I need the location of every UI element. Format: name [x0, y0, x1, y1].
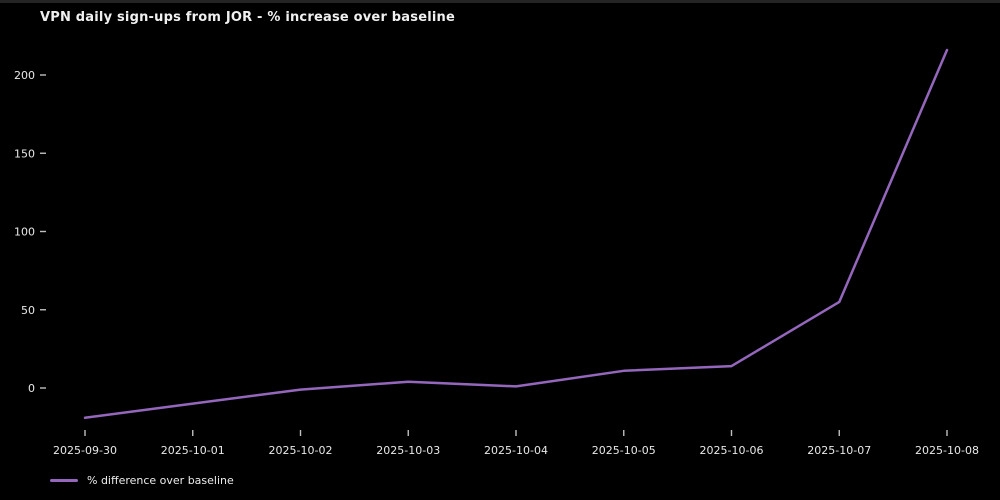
x-tick-label: 2025-10-07: [807, 444, 871, 457]
legend: % difference over baseline: [50, 474, 234, 487]
x-tick-label: 2025-10-06: [700, 444, 764, 457]
y-tick-label: 150: [14, 147, 35, 160]
x-tick-label: 2025-10-02: [269, 444, 333, 457]
x-tick-label: 2025-10-08: [915, 444, 979, 457]
y-tick-label: 200: [14, 69, 35, 82]
series-line: [83, 48, 949, 419]
x-tick-label: 2025-10-04: [484, 444, 548, 457]
y-tick-label: 0: [28, 382, 35, 395]
y-tick-label: 100: [14, 226, 35, 239]
legend-line-swatch: [50, 479, 78, 482]
legend-label: % difference over baseline: [87, 474, 234, 487]
x-tick-label: 2025-10-01: [161, 444, 225, 457]
x-tick-label: 2025-10-03: [376, 444, 440, 457]
chart-title: VPN daily sign-ups from JOR - % increase…: [40, 10, 455, 25]
x-tick-label: 2025-09-30: [53, 444, 117, 457]
window-top-edge: [0, 0, 1000, 3]
y-tick-label: 50: [21, 304, 35, 317]
x-tick-label: 2025-10-05: [592, 444, 656, 457]
